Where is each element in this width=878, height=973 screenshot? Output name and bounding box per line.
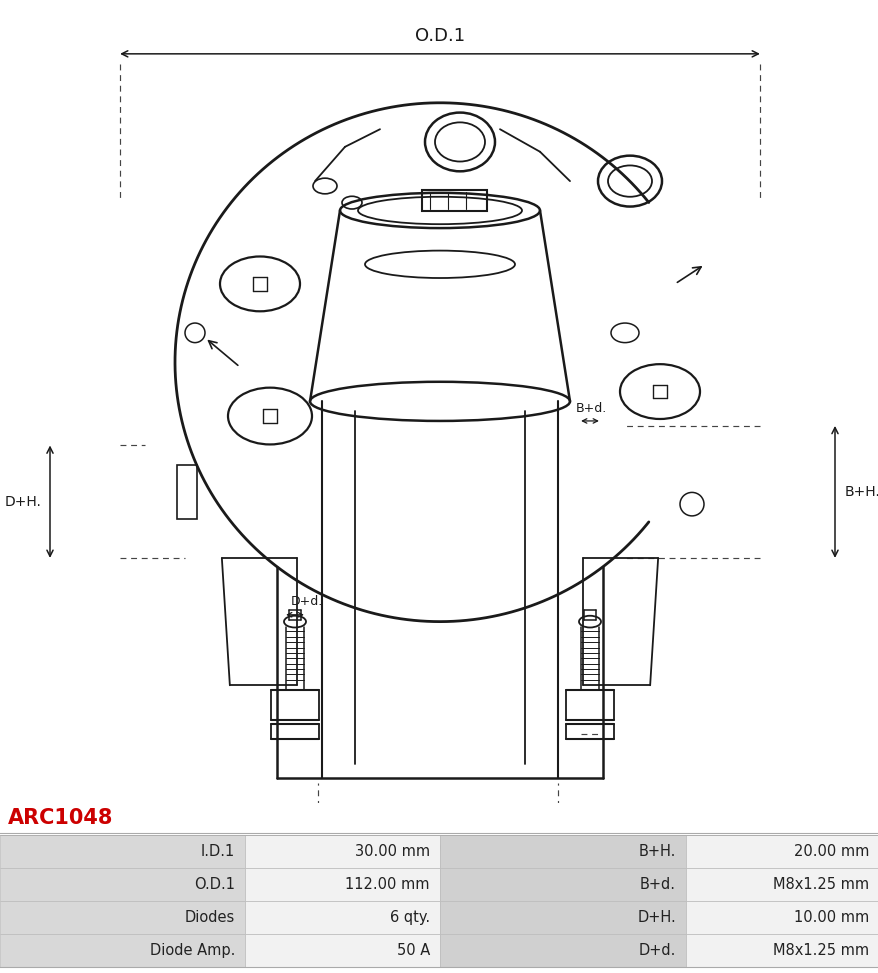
Text: 50 A: 50 A <box>396 943 429 958</box>
Bar <box>0 835 245 868</box>
Text: O.D.1: O.D.1 <box>414 27 464 45</box>
Text: O.D.1: O.D.1 <box>194 877 234 892</box>
Text: 112.00 mm: 112.00 mm <box>345 877 429 892</box>
Text: M8x1.25 mm: M8x1.25 mm <box>772 943 868 958</box>
Text: B+d.: B+d. <box>639 877 675 892</box>
Text: 10.00 mm: 10.00 mm <box>793 910 868 925</box>
Bar <box>176 465 197 519</box>
Text: 30.00 mm: 30.00 mm <box>355 844 429 859</box>
Bar <box>685 934 878 967</box>
Text: D+H.: D+H. <box>637 910 675 925</box>
Text: D+d.: D+d. <box>291 595 323 607</box>
Bar <box>245 868 440 901</box>
Text: ARC1048: ARC1048 <box>8 808 113 828</box>
Bar <box>0 868 245 901</box>
Text: D+H.: D+H. <box>5 494 42 509</box>
Bar <box>245 901 440 934</box>
Text: D+d.: D+d. <box>638 943 675 958</box>
Bar <box>440 934 685 967</box>
Bar <box>685 901 878 934</box>
Bar <box>440 868 685 901</box>
Bar <box>0 934 245 967</box>
Bar <box>685 868 878 901</box>
Bar <box>0 901 245 934</box>
Bar <box>440 901 685 934</box>
Text: 6 qty.: 6 qty. <box>390 910 429 925</box>
Text: 20.00 mm: 20.00 mm <box>793 844 868 859</box>
Text: B+d.: B+d. <box>575 402 607 414</box>
Text: M8x1.25 mm: M8x1.25 mm <box>772 877 868 892</box>
Text: B+H.: B+H. <box>844 485 878 499</box>
Text: Diode Amp.: Diode Amp. <box>149 943 234 958</box>
Text: I.D.1: I.D.1 <box>416 840 458 858</box>
Text: B+H.: B+H. <box>638 844 675 859</box>
Text: Diodes: Diodes <box>184 910 234 925</box>
Bar <box>440 835 685 868</box>
Bar <box>685 835 878 868</box>
Bar <box>245 835 440 868</box>
Bar <box>422 190 487 211</box>
Bar <box>245 934 440 967</box>
Text: I.D.1: I.D.1 <box>200 844 234 859</box>
